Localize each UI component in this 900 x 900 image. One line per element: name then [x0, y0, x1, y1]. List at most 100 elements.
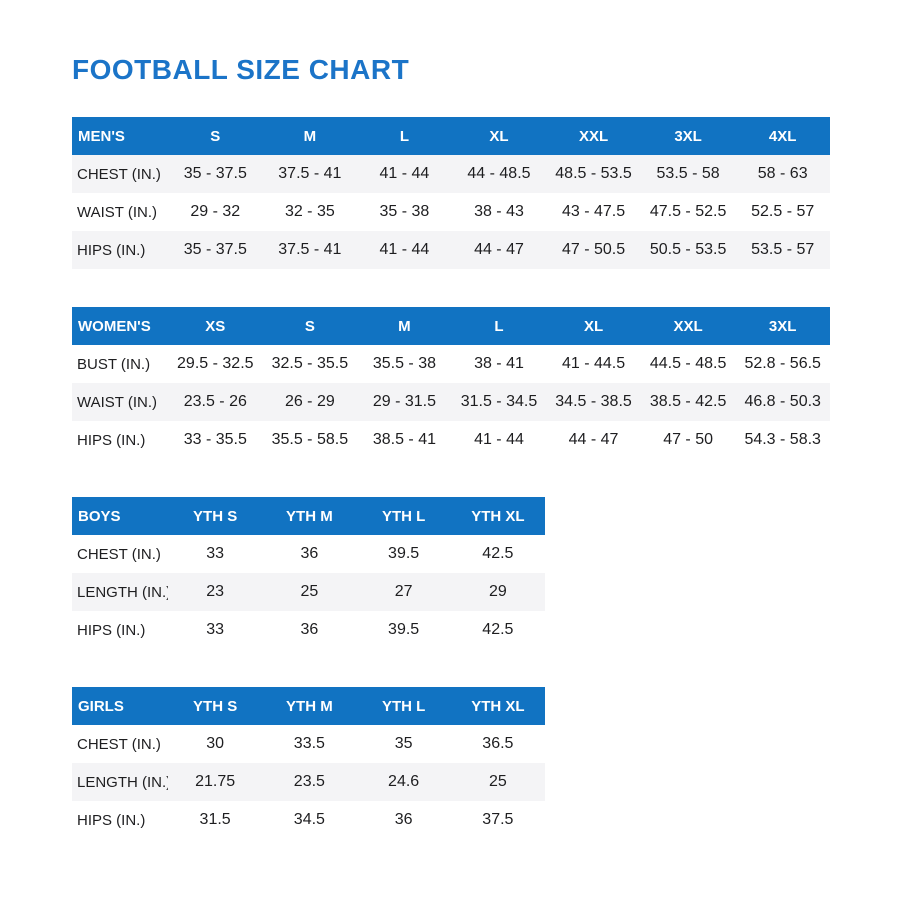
measurement-value: 58 - 63 [735, 155, 830, 193]
measurement-value: 34.5 - 38.5 [546, 383, 641, 421]
measurement-value: 37.5 [482, 811, 514, 828]
measurement-value: 39.5 [388, 545, 420, 562]
size-column-header: YTH XL [450, 497, 545, 535]
table-row: HIPS (IN.) 31.5 34.5 36 37.5 [72, 801, 545, 839]
measurement-value: 53.5 - 57 [735, 231, 830, 269]
table-row: CHEST (IN.) 33 36 39.5 42.5 [72, 535, 545, 573]
table-group-label: WOMEN'S [72, 307, 168, 345]
table-row: HIPS (IN.) 33 - 35.5 35.5 - 58.5 38.5 - 41 4… [72, 421, 830, 459]
size-column-header: YTH L [356, 497, 451, 535]
measurement-value: 35 - 37.5 [168, 231, 263, 269]
measurement-value: 53.5 - 58 [640, 155, 736, 193]
table-group-label: BOYS [72, 497, 168, 535]
header-row: MEN'S S M L XL XXL 3XL 4XL [72, 117, 830, 155]
size-column-header: XS [168, 307, 263, 345]
measurement-value: 41 - 44 [357, 155, 452, 193]
measurement-value: 46.8 - 50.3 [735, 383, 830, 421]
measurement-label: WAIST (IN.) [72, 383, 168, 421]
size-column-header: 3XL [640, 117, 736, 155]
page-title: FOOTBALL SIZE CHART [72, 54, 410, 85]
measurement-value: 24.6 [356, 763, 451, 801]
measurement-value: 34.5 [293, 811, 325, 828]
measurement-value: 48.5 - 53.5 [546, 155, 641, 193]
size-column-header: XXL [546, 117, 641, 155]
measurement-value: 36.5 [482, 735, 514, 752]
measurement-label: LENGTH (IN.) [72, 763, 168, 801]
size-column-header: XL [451, 117, 547, 155]
size-column-header: YTH M [262, 497, 357, 535]
measurement-value: 43 - 47.5 [561, 203, 626, 220]
measurement-value: 32.5 - 35.5 [271, 355, 349, 372]
size-column-header: 3XL [735, 307, 830, 345]
measurement-value: 35 - 37.5 [168, 155, 263, 193]
measurement-value: 29 [450, 573, 545, 611]
measurement-value: 38 - 41 [474, 355, 524, 372]
size-table-mens: MEN'S S M L XL XXL 3XL 4XL CHEST (IN.) 35 - 37.5 3… [72, 117, 830, 269]
measurement-value: 23 [168, 573, 263, 611]
measurement-label: CHEST (IN.) [77, 545, 161, 563]
measurement-value: 47.5 - 52.5 [649, 203, 727, 220]
measurement-label: HIPS (IN.) [77, 811, 146, 829]
measurement-value: 50.5 - 53.5 [640, 231, 736, 269]
measurement-value: 41 - 44 [357, 231, 452, 269]
size-column-header: YTH M [262, 687, 357, 725]
measurement-value: 36 [300, 621, 319, 638]
measurement-label: HIPS (IN.) [77, 621, 146, 639]
header-row: GIRLS YTH S YTH M YTH L YTH XL [72, 687, 545, 725]
header-row: BOYS YTH S YTH M YTH L YTH XL [72, 497, 545, 535]
measurement-value: 44 - 47 [451, 231, 547, 269]
measurement-value: 47 - 50.5 [546, 231, 641, 269]
measurement-value: 30 [206, 735, 225, 752]
measurement-value: 29 - 31.5 [357, 383, 452, 421]
measurement-value: 39.5 [388, 621, 420, 638]
size-column-header: M [357, 307, 452, 345]
size-column-header: L [357, 117, 452, 155]
measurement-value: 33 [206, 545, 225, 562]
measurement-value: 44 - 48.5 [451, 155, 547, 193]
table-row: HIPS (IN.) 33 36 39.5 42.5 [72, 611, 545, 649]
measurement-value: 38.5 - 42.5 [640, 383, 736, 421]
size-table-boys: BOYS YTH S YTH M YTH L YTH XL CHEST (IN.) 33 36… [72, 497, 545, 649]
size-table-womens: WOMEN'S XS S M L XL XXL 3XL BUST (IN.) 29.5 - 32.… [72, 307, 830, 459]
size-column-header: YTH S [168, 497, 263, 535]
measurement-label: BUST (IN.) [77, 355, 151, 373]
measurement-value: 52.8 - 56.5 [744, 355, 821, 372]
size-column-header: YTH XL [450, 687, 545, 725]
measurement-value: 33 - 35.5 [183, 431, 247, 448]
measurement-value: 35 - 38 [379, 203, 430, 220]
measurement-value: 41 - 44.5 [561, 355, 626, 372]
measurement-label: LENGTH (IN.) [72, 573, 168, 611]
measurement-value: 41 - 44 [474, 431, 524, 448]
size-column-header: M [262, 117, 358, 155]
measurement-value: 25 [450, 763, 545, 801]
header-row: WOMEN'S XS S M L XL XXL 3XL [72, 307, 830, 345]
measurement-value: 35.5 - 38 [372, 355, 436, 372]
measurement-value: 31.5 [199, 811, 231, 828]
measurement-value: 44 - 47 [568, 431, 619, 448]
measurement-value: 26 - 29 [262, 383, 358, 421]
measurement-label: CHEST (IN.) [77, 735, 161, 753]
measurement-value: 23.5 [262, 763, 357, 801]
measurement-label: WAIST (IN.) [77, 203, 157, 221]
measurement-value: 35.5 - 58.5 [271, 431, 349, 448]
table-row: HIPS (IN.) 35 - 37.5 37.5 - 41 41 - 44 44 - … [72, 231, 830, 269]
size-column-header: YTH L [356, 687, 451, 725]
table-row: LENGTH (IN.) 23 25 27 29 [72, 573, 545, 611]
measurement-value: 44.5 - 48.5 [649, 355, 727, 372]
measurement-value: 33.5 [293, 735, 325, 752]
size-column-header: XL [546, 307, 641, 345]
size-column-header: YTH S [168, 687, 263, 725]
table-row: CHEST (IN.) 30 33.5 35 36.5 [72, 725, 545, 763]
measurement-value: 37.5 - 41 [262, 231, 358, 269]
table-row: BUST (IN.) 29.5 - 32.5 32.5 - 35.5 35.5 - 3… [72, 345, 830, 383]
size-column-header: S [168, 117, 263, 155]
measurement-value: 21.75 [168, 763, 263, 801]
measurement-value: 31.5 - 34.5 [451, 383, 547, 421]
size-column-header: L [451, 307, 547, 345]
measurement-value: 23.5 - 26 [168, 383, 263, 421]
measurement-value: 27 [356, 573, 451, 611]
size-table-girls: GIRLS YTH S YTH M YTH L YTH XL CHEST (IN.) 30 3… [72, 687, 545, 839]
measurement-value: 52.5 - 57 [751, 203, 815, 220]
measurement-value: 47 - 50 [663, 431, 713, 448]
measurement-value: 38.5 - 41 [372, 431, 436, 448]
